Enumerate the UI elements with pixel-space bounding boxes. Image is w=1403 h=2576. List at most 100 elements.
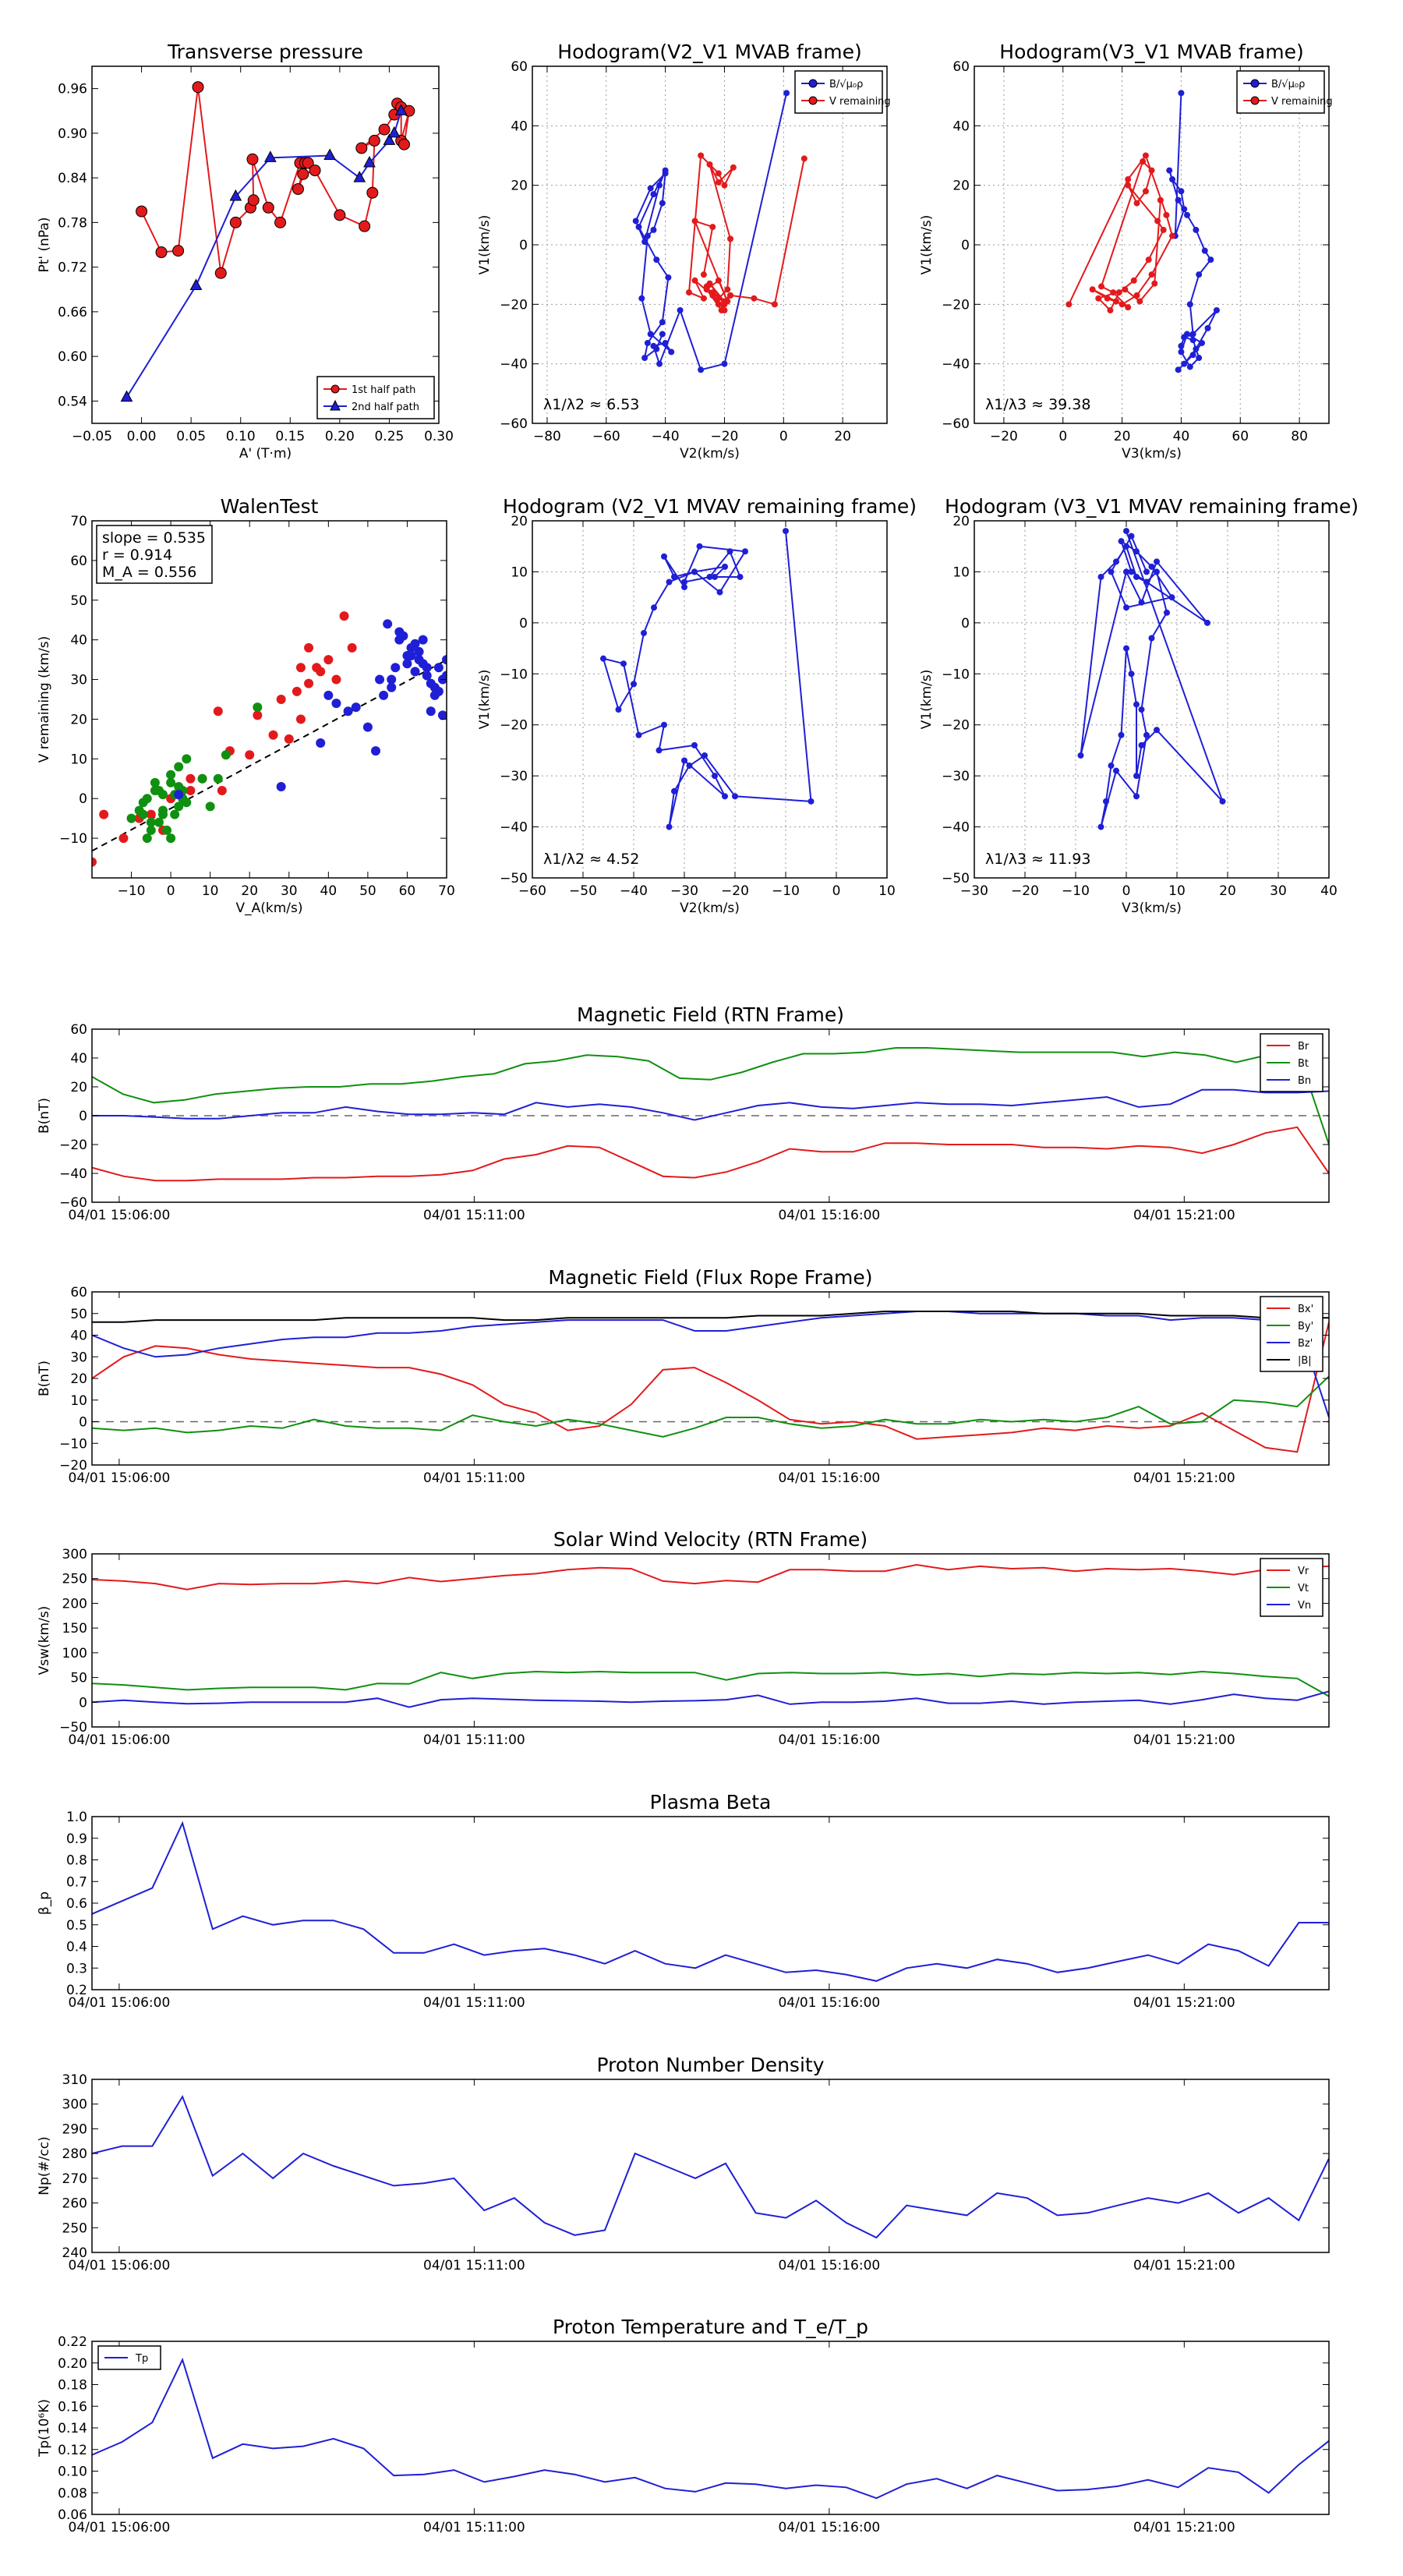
time-tick-label: 04/01 15:11:00	[423, 1470, 525, 1486]
y-tick-label: 1.0	[66, 1810, 87, 1825]
top-panel-2: −20 0 20 40 60 80 −60 −40 −20 0 20 40 60 Hodogram(V3_…	[919, 41, 1333, 462]
legend-label: Vt	[1298, 1583, 1309, 1594]
x-axis-label: V_A(km/s)	[235, 901, 302, 916]
data-point	[1133, 548, 1140, 555]
y-tick-label: −10	[59, 831, 87, 847]
data-point	[1186, 363, 1193, 370]
data-point	[398, 138, 410, 150]
legend-marker	[330, 384, 340, 394]
data-point	[706, 280, 713, 287]
time-tick-label: 04/01 15:21:00	[1133, 1470, 1235, 1486]
data-point	[189, 278, 203, 290]
data-point	[1204, 619, 1210, 626]
y-tick-label: 0.2	[66, 1983, 87, 1998]
data-point	[174, 762, 184, 772]
legend-label: 2nd half path	[352, 402, 419, 413]
data-point	[1148, 271, 1155, 278]
panel-title: Proton Number Density	[597, 2054, 825, 2076]
legend-box	[316, 376, 435, 419]
data-point	[653, 345, 660, 352]
y-tick-label: 30	[70, 673, 87, 688]
data-point	[120, 390, 133, 402]
time-panel-1: −20 −10 0 10 20 30 40 50 60 04/01 15:06:00 04/01 1…	[37, 1266, 1330, 1486]
data-point	[721, 182, 728, 189]
data-point	[442, 655, 447, 665]
data-point	[355, 142, 368, 154]
y-tick-label: −60	[500, 416, 528, 432]
y-tick-label: 0.4	[66, 1940, 87, 1955]
x-tick-label: −20	[990, 429, 1018, 444]
x-tick-label: −10	[1062, 883, 1090, 899]
data-point	[1133, 793, 1140, 800]
x-tick-label: 20	[834, 429, 851, 444]
data-point	[1138, 741, 1145, 748]
data-point	[1123, 645, 1129, 652]
data-point	[253, 702, 263, 713]
y-tick-label: 70	[70, 514, 87, 529]
data-point	[726, 548, 733, 555]
y-tick-label: 0.06	[58, 2507, 87, 2523]
x-tick-label: 60	[1232, 429, 1249, 444]
data-point	[229, 189, 242, 201]
series-line-1	[92, 1670, 1329, 1697]
data-point	[1125, 304, 1132, 311]
data-point	[722, 563, 728, 570]
time-tick-label: 04/01 15:06:00	[69, 1732, 171, 1748]
y-tick-label: 40	[70, 1329, 87, 1344]
y-tick-label: 50	[70, 1671, 87, 1686]
data-point	[166, 833, 176, 844]
data-point	[383, 619, 393, 629]
y-tick-label: 270	[62, 2171, 87, 2187]
top-panel-3: −10 0 10 20 30 40 50 60 70 −10 0 10 20 30 40 50 60 70 Wale…	[37, 495, 455, 916]
data-point	[229, 216, 242, 228]
data-point	[1110, 289, 1117, 296]
y-tick-label: 0	[79, 1415, 87, 1431]
data-point	[186, 786, 196, 796]
y-tick-label: −10	[500, 667, 528, 682]
y-tick-label: −50	[59, 1720, 87, 1736]
data-point	[1097, 573, 1104, 580]
data-point	[1142, 188, 1149, 195]
data-point	[659, 200, 666, 207]
legend-label: |B|	[1298, 1355, 1312, 1367]
data-point	[1148, 167, 1155, 174]
data-point	[1207, 257, 1214, 264]
y-tick-label: 0.10	[58, 2465, 87, 2480]
y-tick-label: 60	[70, 1285, 87, 1300]
x-tick-label: 70	[438, 883, 455, 899]
data-point	[1133, 200, 1140, 207]
data-point	[1164, 609, 1170, 616]
data-point	[442, 671, 447, 681]
data-point	[700, 271, 707, 278]
y-axis-label: B(nT)	[37, 1098, 52, 1134]
data-point	[715, 295, 722, 302]
data-point	[1125, 176, 1132, 183]
y-tick-label: 0.08	[58, 2486, 87, 2501]
panel-title: Plasma Beta	[650, 1791, 772, 1813]
top-panel-1: −80 −60 −40 −20 0 20 −60 −40 −20 0 20 40 60 Hodogram(…	[477, 41, 891, 462]
data-point	[659, 319, 666, 326]
y-tick-label: 0.9	[66, 1831, 87, 1847]
data-point	[1148, 563, 1155, 570]
series-line-0	[92, 1322, 1329, 1453]
data-point	[1138, 599, 1145, 606]
data-point	[1133, 573, 1140, 580]
data-point	[295, 663, 306, 673]
y-tick-label: 0.14	[58, 2421, 87, 2436]
series-line-1	[92, 1047, 1329, 1145]
y-tick-label: 150	[62, 1621, 87, 1637]
y-tick-label: 0.90	[58, 126, 87, 142]
data-point	[647, 185, 654, 192]
time-tick-label: 04/01 15:16:00	[778, 1470, 880, 1486]
data-point	[362, 722, 373, 732]
data-point	[1136, 298, 1143, 305]
data-point	[276, 781, 286, 791]
data-point	[1219, 798, 1226, 805]
data-point	[264, 150, 277, 162]
y-tick-label: 250	[62, 2220, 87, 2236]
panel-title: Proton Temperature and T_e/T_p	[553, 2316, 868, 2338]
legend-marker	[808, 96, 818, 105]
data-point	[363, 155, 376, 168]
y-tick-label: 0.8	[66, 1853, 87, 1869]
